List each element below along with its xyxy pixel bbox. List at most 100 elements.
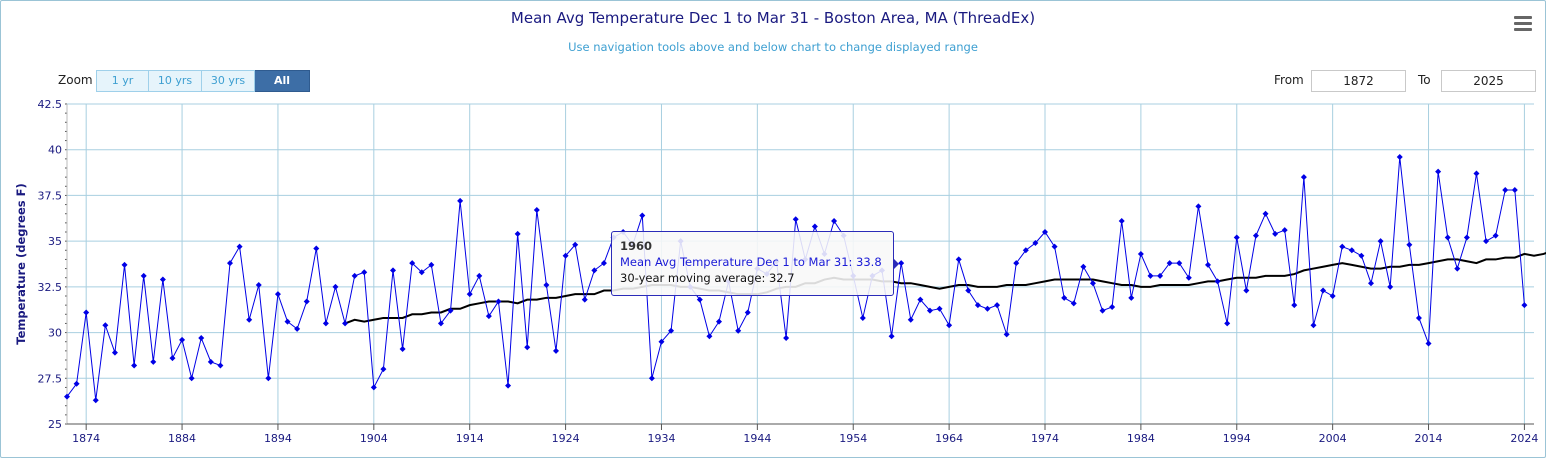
data-point (409, 260, 416, 267)
x-tick-label: 1884 (168, 432, 196, 445)
data-point (1214, 278, 1221, 285)
data-point (505, 382, 512, 389)
data-point (648, 375, 655, 382)
x-tick-label: 1904 (360, 432, 388, 445)
data-point (1070, 300, 1077, 307)
data-point (1137, 250, 1144, 257)
hamburger-menu-icon[interactable] (1514, 16, 1532, 31)
data-point (735, 327, 742, 334)
data-point (1272, 230, 1279, 237)
data-point (1377, 238, 1384, 245)
y-tick-label: 25 (48, 418, 62, 431)
data-point (792, 216, 799, 223)
data-point (1483, 238, 1490, 245)
data-point (428, 261, 435, 268)
data-point (936, 305, 943, 312)
data-point (1320, 287, 1327, 294)
data-point (64, 393, 70, 400)
data-point (1157, 272, 1164, 279)
y-tick-label: 40 (48, 144, 62, 157)
data-point (706, 333, 713, 340)
y-axis: 25 27.5 30 32.5 35 37.5 40 42.5 (38, 98, 68, 431)
data-point (926, 307, 933, 314)
data-point (591, 267, 598, 274)
zoom-10yrs-button[interactable]: 10 yrs (149, 70, 202, 92)
from-input[interactable]: 1872 (1311, 70, 1406, 92)
data-point (303, 298, 310, 305)
data-point (485, 313, 492, 320)
menu-bar (1514, 28, 1532, 31)
data-point (514, 230, 521, 237)
data-point (1233, 234, 1240, 241)
data-point (179, 336, 186, 343)
data-point (1166, 260, 1173, 267)
data-point (227, 260, 233, 267)
data-point (524, 344, 531, 351)
x-tick-label: 2004 (1319, 432, 1347, 445)
data-point (1358, 252, 1365, 259)
data-point (1329, 293, 1336, 299)
data-point (955, 256, 962, 263)
data-point (533, 207, 540, 214)
data-point (668, 327, 675, 334)
zoom-all-button[interactable]: All (255, 70, 310, 92)
tooltip-series-value: Mean Avg Temperature Dec 1 to Mar 31: 33… (620, 255, 882, 269)
data-point (888, 333, 895, 340)
data-point (83, 309, 90, 316)
data-point (658, 338, 665, 345)
data-point (965, 287, 972, 294)
y-tick-label: 30 (48, 327, 62, 340)
x-axis: 1874 1884 1894 1904 1914 1924 1934 1944 1954 1964… (67, 423, 1538, 445)
x-tick-label: 1894 (264, 432, 292, 445)
data-point (1205, 261, 1211, 268)
data-point (1339, 243, 1346, 250)
data-point (351, 272, 358, 279)
data-point (313, 245, 320, 252)
data-point (1252, 232, 1259, 239)
data-point (1463, 234, 1470, 241)
data-point (1176, 260, 1183, 267)
data-point (543, 282, 550, 289)
data-point (1396, 154, 1403, 161)
x-tick-label: 1984 (1127, 432, 1155, 445)
data-point (111, 349, 118, 356)
y-tick-label: 32.5 (38, 281, 63, 294)
x-tick-label: 1944 (743, 432, 771, 445)
y-axis-label: Temperature (degrees F) (14, 183, 28, 344)
tooltip-moving-average: 30-year moving average: 32.7 (620, 271, 795, 285)
x-tick-label: 1914 (456, 432, 484, 445)
data-point (476, 272, 483, 279)
data-point (1042, 229, 1048, 235)
tooltip-year: 1960 (620, 239, 653, 253)
data-point (255, 282, 262, 289)
data-point (437, 320, 444, 327)
data-point (246, 316, 253, 323)
data-point (1022, 247, 1029, 254)
data-point (332, 283, 339, 290)
data-point (140, 272, 147, 279)
data-point (198, 335, 205, 342)
data-point (1425, 340, 1432, 347)
data-point (898, 260, 905, 267)
data-point (994, 302, 1001, 309)
data-point (639, 212, 646, 219)
to-label: To (1418, 73, 1431, 87)
data-point (1109, 303, 1116, 310)
zoom-1yr-button[interactable]: 1 yr (96, 70, 149, 92)
zoom-label: Zoom (58, 73, 93, 87)
x-tick-label: 2024 (1510, 432, 1538, 445)
data-point (1128, 294, 1135, 301)
zoom-30yrs-button[interactable]: 30 yrs (202, 70, 255, 92)
data-point (1348, 247, 1355, 254)
data-point (1089, 280, 1096, 287)
data-point (390, 267, 396, 274)
y-tick-label: 37.5 (38, 189, 63, 202)
data-point (1281, 227, 1288, 234)
data-point (553, 347, 559, 354)
data-point (1003, 331, 1010, 338)
data-point (380, 366, 387, 373)
data-point (562, 252, 569, 259)
x-tick-label: 1924 (552, 432, 580, 445)
to-input[interactable]: 2025 (1441, 70, 1536, 92)
data-tooltip: 1960 Mean Avg Temperature Dec 1 to Mar 3… (611, 231, 894, 296)
